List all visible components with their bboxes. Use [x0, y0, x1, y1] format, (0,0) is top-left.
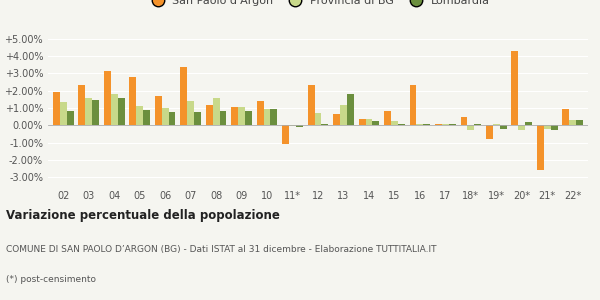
- Bar: [442, 124, 449, 125]
- Text: COMUNE DI SAN PAOLO D’ARGON (BG) - Dati ISTAT al 31 dicembre - Elaborazione TUTT: COMUNE DI SAN PAOLO D’ARGON (BG) - Dati …: [6, 245, 437, 254]
- Bar: [245, 112, 252, 125]
- Bar: [474, 124, 481, 125]
- Bar: [289, 125, 296, 126]
- Bar: [398, 124, 405, 125]
- Bar: [181, 67, 187, 125]
- Bar: [162, 108, 169, 125]
- Legend: San Paolo d'Argon, Provincia di BG, Lombardia: San Paolo d'Argon, Provincia di BG, Lomb…: [142, 0, 494, 11]
- Bar: [493, 124, 500, 125]
- Bar: [435, 124, 442, 125]
- Bar: [118, 98, 125, 125]
- Bar: [384, 112, 391, 125]
- Bar: [500, 125, 506, 129]
- Bar: [104, 71, 111, 125]
- Bar: [544, 125, 551, 129]
- Bar: [263, 109, 271, 125]
- Bar: [391, 121, 398, 125]
- Bar: [155, 96, 162, 125]
- Bar: [85, 98, 92, 125]
- Bar: [347, 94, 354, 125]
- Bar: [359, 119, 365, 125]
- Bar: [206, 104, 212, 125]
- Bar: [416, 124, 424, 125]
- Bar: [257, 101, 263, 125]
- Bar: [143, 110, 150, 125]
- Bar: [518, 125, 525, 130]
- Bar: [410, 85, 416, 125]
- Bar: [92, 100, 99, 125]
- Bar: [60, 102, 67, 125]
- Bar: [136, 106, 143, 125]
- Bar: [220, 112, 226, 125]
- Bar: [111, 94, 118, 125]
- Bar: [486, 125, 493, 139]
- Bar: [169, 112, 175, 125]
- Bar: [308, 85, 314, 125]
- Bar: [212, 98, 220, 125]
- Bar: [187, 101, 194, 125]
- Text: (*) post-censimento: (*) post-censimento: [6, 275, 96, 284]
- Bar: [373, 121, 379, 125]
- Bar: [67, 111, 74, 125]
- Bar: [130, 77, 136, 125]
- Bar: [340, 104, 347, 125]
- Bar: [194, 112, 201, 125]
- Bar: [569, 120, 576, 125]
- Bar: [238, 107, 245, 125]
- Bar: [314, 113, 322, 125]
- Bar: [296, 125, 303, 127]
- Bar: [53, 92, 60, 125]
- Bar: [322, 124, 328, 125]
- Bar: [282, 125, 289, 144]
- Bar: [365, 119, 373, 125]
- Bar: [461, 117, 467, 125]
- Bar: [449, 124, 455, 125]
- Bar: [424, 124, 430, 125]
- Bar: [576, 121, 583, 125]
- Bar: [333, 114, 340, 125]
- Bar: [467, 125, 474, 130]
- Bar: [551, 125, 557, 130]
- Bar: [271, 109, 277, 125]
- Bar: [562, 109, 569, 125]
- Bar: [231, 107, 238, 125]
- Bar: [537, 125, 544, 170]
- Text: Variazione percentuale della popolazione: Variazione percentuale della popolazione: [6, 209, 280, 222]
- Bar: [525, 122, 532, 125]
- Bar: [79, 85, 85, 125]
- Bar: [511, 51, 518, 125]
